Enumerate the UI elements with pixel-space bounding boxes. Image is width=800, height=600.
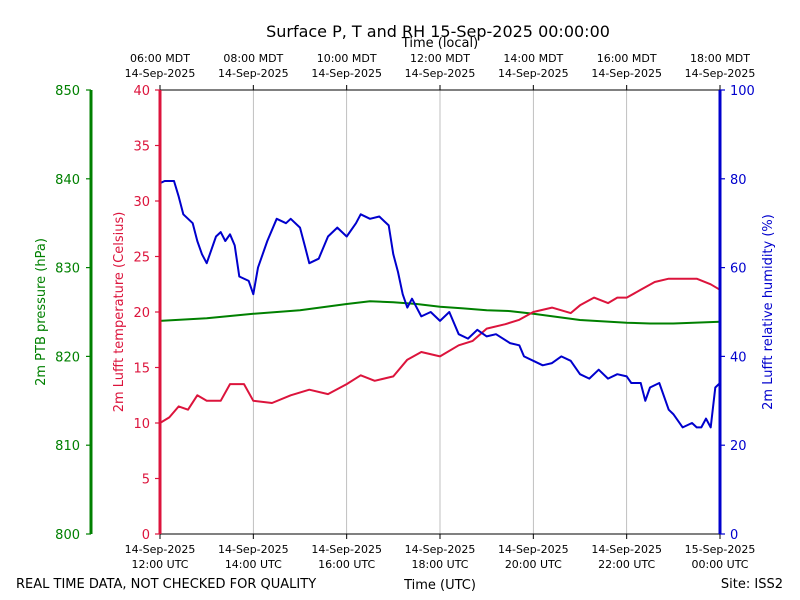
temperature-tick-label: 15 [133,362,150,377]
x-tick-date: 15-Sep-2025 [685,543,756,556]
x-tick-date: 14-Sep-2025 [311,543,382,556]
temperature-tick-label: 40 [133,84,150,99]
series-lines [159,180,721,429]
temperature-tick-label: 35 [133,140,150,155]
pressure-axis-label: 2m PTB pressure (hPa) [34,238,49,386]
humidity-tick-label: 60 [730,262,747,277]
pressure-tick-label: 840 [55,173,80,188]
temperature-tick-label: 30 [133,195,150,210]
top-tick-date: 14-Sep-2025 [685,67,756,80]
temperature-tick-label: 0 [142,528,150,543]
top-tick-date: 14-Sep-2025 [218,67,289,80]
x-tick-time: 22:00 UTC [598,558,655,571]
top-tick-time: 08:00 MDT [223,52,283,65]
x-tick-date: 14-Sep-2025 [405,543,476,556]
humidity-series-line [159,180,721,429]
humidity-axis-label: 2m Lufft relative humidity (%) [761,214,776,410]
tick-labels: 14-Sep-2025 12:00 UTC 14-Sep-2025 14:00 UTC… [55,52,755,571]
temperature-axis-label: 2m Lufft temperature (Celsius) [112,212,127,413]
top-tick-date: 14-Sep-2025 [405,67,476,80]
x-tick-time: 12:00 UTC [131,558,188,571]
x-tick-time: 18:00 UTC [411,558,468,571]
x-tick-time: 00:00 UTC [691,558,748,571]
temperature-tick-label: 5 [142,473,150,488]
x-tick-time: 16:00 UTC [318,558,375,571]
x-tick-date: 14-Sep-2025 [218,543,289,556]
pressure-series-line [159,300,721,325]
quality-disclaimer: REAL TIME DATA, NOT CHECKED FOR QUALITY [16,577,316,592]
humidity-tick-label: 20 [730,439,747,454]
x-axis-label: Time (UTC) [403,578,476,593]
pressure-tick-label: 800 [55,528,80,543]
top-tick-date: 14-Sep-2025 [125,67,196,80]
pressure-tick-label: 810 [55,439,80,454]
top-axis-label: Time (local) [401,36,478,51]
x-tick-date: 14-Sep-2025 [498,543,569,556]
top-tick-date: 14-Sep-2025 [498,67,569,80]
humidity-tick-label: 0 [730,528,738,543]
x-tick-time: 20:00 UTC [505,558,562,571]
top-tick-time: 16:00 MDT [597,52,657,65]
x-tick-date: 14-Sep-2025 [125,543,196,556]
site-label: Site: ISS2 [721,577,783,592]
top-tick-time: 14:00 MDT [503,52,563,65]
chart-title: Surface P, T and RH 15-Sep-2025 00:00:00 [266,22,610,41]
temperature-tick-label: 25 [133,251,150,266]
humidity-tick-label: 100 [730,84,755,99]
top-tick-time: 10:00 MDT [317,52,377,65]
temperature-series-line [159,277,721,424]
top-tick-date: 14-Sep-2025 [311,67,382,80]
humidity-tick-label: 40 [730,350,747,365]
pressure-tick-label: 830 [55,262,80,277]
temperature-tick-label: 20 [133,306,150,321]
humidity-tick-label: 80 [730,173,747,188]
top-tick-time: 18:00 MDT [690,52,750,65]
axes [86,85,725,539]
x-tick-time: 14:00 UTC [225,558,282,571]
vertical-gridlines [252,90,628,534]
top-tick-time: 06:00 MDT [130,52,190,65]
x-tick-date: 14-Sep-2025 [591,543,662,556]
top-tick-date: 14-Sep-2025 [591,67,662,80]
top-tick-time: 12:00 MDT [410,52,470,65]
temperature-tick-label: 10 [133,417,150,432]
pressure-tick-label: 820 [55,350,80,365]
pressure-tick-label: 850 [55,84,80,99]
